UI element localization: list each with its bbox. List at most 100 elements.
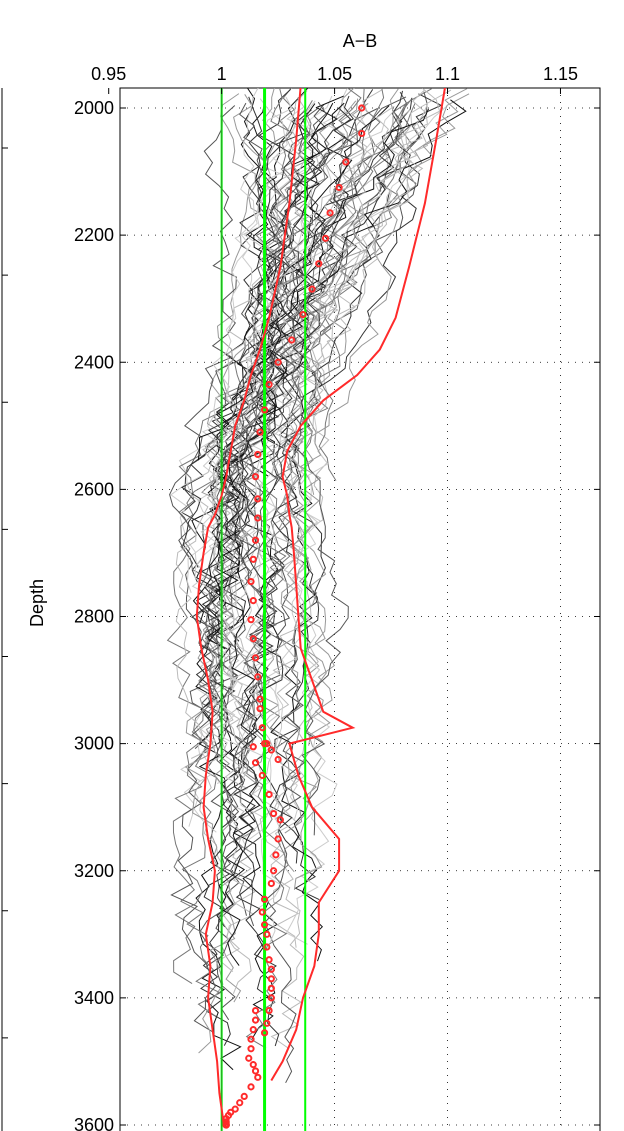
background-profile-line	[194, 96, 293, 784]
data-point	[288, 336, 296, 344]
data-point	[247, 1045, 255, 1053]
data-point	[265, 790, 273, 799]
data-point	[265, 1006, 273, 1015]
data-point	[265, 380, 273, 389]
background-profile-line	[186, 100, 316, 593]
background-profile-line	[212, 89, 452, 571]
data-point	[254, 450, 262, 459]
data-point	[256, 705, 264, 713]
data-point	[358, 104, 366, 112]
background-profile-line	[269, 89, 383, 948]
data-point	[247, 1083, 255, 1091]
data-point	[251, 1067, 260, 1075]
data-point	[274, 755, 282, 764]
background-profile-line	[184, 102, 369, 1054]
data-point	[358, 129, 366, 138]
data-point	[251, 1006, 260, 1015]
data-point	[254, 495, 262, 503]
data-point	[247, 577, 255, 586]
data-point	[260, 895, 269, 903]
data-point	[249, 635, 257, 643]
data-point	[247, 1035, 255, 1043]
background-profile-line	[230, 107, 373, 943]
data-point	[267, 879, 275, 888]
data-point	[263, 740, 271, 748]
y-tick-label: 2000	[74, 98, 114, 118]
data-point	[251, 654, 260, 662]
data-point	[254, 1073, 262, 1081]
data-point	[249, 597, 257, 605]
background-profile-line	[278, 93, 470, 873]
data-point	[263, 1019, 271, 1027]
background-profile-line	[275, 88, 399, 890]
y-tick-label: 2400	[74, 352, 114, 372]
data-point	[254, 514, 262, 522]
data-point	[270, 809, 278, 818]
plot-frame	[119, 87, 601, 1131]
data-point	[260, 921, 269, 929]
data-point	[267, 975, 275, 983]
data-point	[267, 984, 275, 992]
data-point	[260, 1029, 269, 1037]
y-tick-label: 3000	[74, 734, 114, 754]
data-point	[258, 908, 266, 916]
background-profile-line	[233, 107, 352, 1047]
data-point	[342, 158, 350, 166]
data-point	[267, 965, 275, 973]
data-point	[272, 851, 280, 859]
data-point	[267, 746, 275, 754]
y-tick-label: 3200	[74, 861, 114, 881]
background-profile-line	[206, 90, 308, 972]
background-profile-line	[255, 98, 319, 820]
x-axis-title: A−B	[343, 31, 378, 51]
grid-group	[120, 88, 600, 1131]
y-tick-label: 2800	[74, 607, 114, 627]
data-point	[265, 956, 273, 964]
background-profile-line	[205, 99, 467, 650]
background-profile-line	[240, 88, 295, 1049]
data-point	[249, 743, 257, 751]
data-point	[251, 536, 260, 544]
data-point	[245, 1054, 253, 1062]
data-point	[299, 310, 307, 319]
data-point	[254, 673, 262, 681]
data-point	[326, 209, 334, 217]
data-point	[231, 1105, 239, 1113]
data-point	[249, 555, 257, 563]
envelope-line	[270, 88, 446, 1082]
x-tick-label: 1.1	[435, 64, 460, 84]
background-profile-line	[270, 102, 353, 962]
data-point	[249, 1061, 257, 1069]
data-point	[249, 1026, 257, 1034]
data-point	[260, 406, 269, 414]
envelope-line	[195, 88, 302, 1126]
data-point	[274, 358, 282, 366]
background-profile-line	[240, 88, 338, 945]
data-point	[263, 930, 271, 938]
background-profile-line	[215, 97, 413, 648]
y-tick-label: 2600	[74, 479, 114, 499]
data-point	[321, 234, 330, 242]
y-tick-label: 3400	[74, 988, 114, 1008]
x-tick-label: 1	[217, 64, 227, 84]
data-point	[276, 816, 284, 824]
y-axis-title: Depth	[27, 579, 47, 627]
data-point	[236, 1099, 244, 1107]
data-point	[256, 428, 264, 436]
background-profile-line	[239, 102, 349, 836]
background-profile-line	[278, 93, 443, 724]
series-group	[195, 88, 446, 1129]
data-point	[258, 724, 266, 732]
data-point	[251, 1016, 260, 1024]
background-profile-line	[220, 101, 331, 927]
y-tick-label: 3600	[74, 1115, 114, 1131]
background-profile-line	[248, 98, 359, 820]
data-point	[247, 616, 255, 624]
background-profile-line	[175, 105, 395, 759]
data-point	[274, 835, 282, 843]
data-point	[258, 771, 266, 780]
y-tick-label: 2200	[74, 225, 114, 245]
background-profile-line	[242, 88, 362, 522]
data-point	[222, 1121, 230, 1129]
